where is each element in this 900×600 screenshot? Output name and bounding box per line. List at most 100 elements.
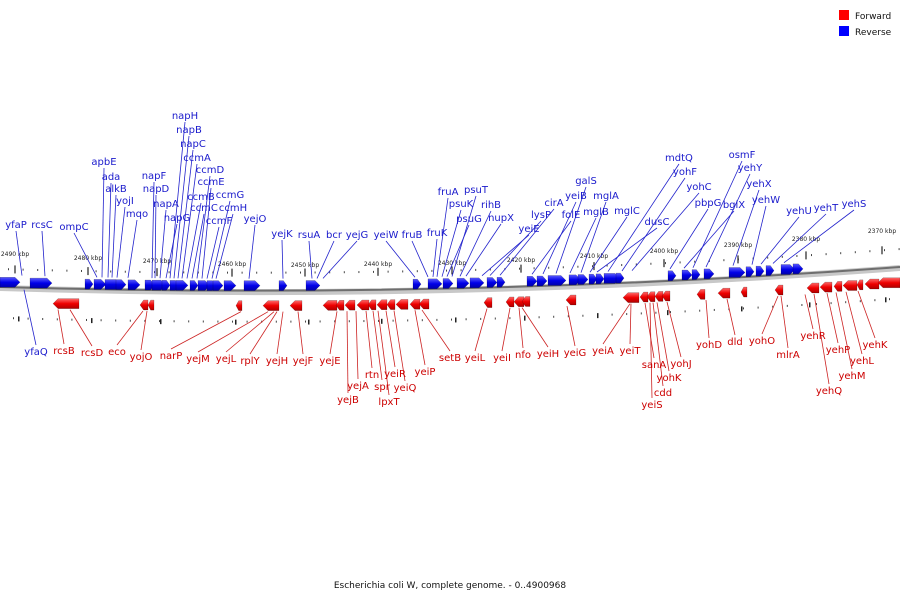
scale-dot (650, 262, 652, 265)
forward-gene-arrow (842, 280, 858, 291)
scale-dot (329, 271, 331, 274)
scale-dot (378, 319, 379, 322)
reverse-gene-arrow (189, 280, 199, 291)
leader-line (196, 175, 211, 279)
forward-gene-arrow (322, 300, 338, 311)
leader-line (596, 227, 658, 273)
tick-label: 2450 kbp (291, 262, 319, 269)
reverse-gene-arrow (305, 280, 321, 291)
gene-label-ccme: ccmE (197, 177, 224, 188)
scale-dot (217, 320, 219, 323)
leader-line (15, 230, 23, 276)
gene-label-yehq: yehQ (816, 386, 842, 397)
scale-dot (743, 307, 744, 310)
leader-line (542, 201, 577, 275)
leader-line (772, 213, 827, 264)
scale-dot (582, 314, 584, 317)
leader-line (602, 303, 631, 345)
leader-line (783, 209, 855, 264)
gene-label-napg: napG (164, 213, 191, 224)
forward-gene-arrow (376, 299, 388, 310)
legend: Forward Reverse (839, 10, 892, 38)
gene-label-yehr: yehR (800, 331, 825, 342)
legend-reverse-label: Reverse (855, 28, 892, 38)
gene-label-mglc: mglC (614, 206, 640, 217)
leader-line (499, 208, 555, 276)
forward-gene-arrow (717, 287, 731, 299)
gene-label-yeig: yeiG (564, 348, 587, 359)
reverse-gene-arrow (547, 275, 567, 286)
leader-lines (15, 121, 876, 399)
scale-dot (738, 258, 739, 261)
leader-line (73, 232, 98, 278)
scale-dot (553, 315, 555, 318)
scale-dot (348, 320, 350, 323)
gene-label-rply: rplY (240, 356, 260, 367)
gene-label-yejf: yejF (293, 356, 314, 367)
reverse-gene-arrow (496, 276, 506, 288)
leader-line (414, 310, 426, 366)
leader-line (761, 295, 779, 335)
leader-line (857, 290, 876, 339)
forward-gene-arrow (139, 299, 149, 311)
scale-dot (168, 271, 170, 274)
scale-dot (402, 270, 404, 273)
scale-dot (480, 317, 482, 320)
reverse-gene-arrow (745, 266, 755, 277)
forward-gene-arrow (856, 279, 864, 291)
leader-line (629, 303, 632, 345)
scale-dot (334, 320, 336, 323)
scale-dot (859, 300, 861, 303)
scale-dot (387, 270, 389, 273)
leader-line (249, 311, 278, 355)
gene-label-sana: sanA (642, 360, 667, 371)
forward-gene-arrow (409, 298, 421, 310)
reverse-gene-arrow (223, 280, 237, 291)
scale-dot (124, 270, 126, 273)
gene-label-mqo: mqo (126, 209, 148, 220)
legend-forward-swatch (839, 10, 849, 20)
scale-dot (767, 256, 769, 259)
scale-dot (884, 249, 885, 252)
gene-label-yehy: yehY (738, 163, 763, 174)
forward-gene-arrow (740, 286, 748, 298)
reverse-gene-arrow (243, 280, 261, 291)
leader-line (451, 195, 477, 277)
tick-mark-lower (91, 318, 93, 324)
leader-line (23, 289, 37, 346)
leader-line (421, 309, 451, 352)
leader-line (308, 240, 313, 279)
leader-line (436, 197, 449, 277)
reverse-gene-arrow (278, 280, 288, 291)
scale-dot (475, 268, 477, 271)
scale-dot (86, 318, 87, 321)
gene-label-yeip: yeiP (415, 367, 436, 378)
scale-dot (592, 265, 593, 268)
forward-gene-arrow (521, 296, 531, 307)
leader-line (101, 167, 105, 278)
gene-label-mlra: mlrA (776, 350, 800, 361)
forward-gene-arrow (147, 299, 155, 311)
scale-dot (275, 320, 277, 323)
scale-dot (421, 319, 423, 322)
gene-label-yehl: yehL (850, 356, 874, 367)
gene-label-ompc: ompC (59, 222, 88, 233)
gene-label-yeis: yeiS (641, 400, 662, 411)
leader-line (116, 206, 126, 278)
leader-line (165, 223, 178, 279)
forward-gene-arrow (505, 296, 515, 308)
forward-gene-arrow (418, 298, 430, 310)
reverse-gene-arrow (536, 275, 548, 287)
leader-line (316, 240, 335, 279)
forward-gene-arrow (483, 297, 493, 308)
forward-gene-arrow (864, 278, 880, 290)
scale-dot (694, 260, 696, 263)
leader-line (589, 216, 628, 273)
scale-dot (801, 303, 803, 306)
tick-mark-lower (809, 302, 811, 308)
scale-dot (202, 320, 204, 323)
tick-mark-lower (667, 310, 669, 316)
gene-label-nupx: nupX (488, 213, 514, 224)
leader-line (621, 177, 686, 272)
leader-line (826, 292, 839, 344)
